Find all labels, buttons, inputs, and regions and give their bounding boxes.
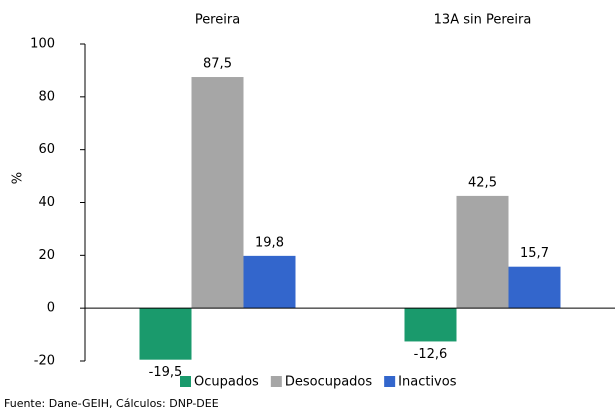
y-tick-label: -20 bbox=[34, 354, 55, 369]
bar bbox=[191, 77, 244, 309]
y-tick-label: 40 bbox=[38, 195, 55, 210]
y-tick-label: 80 bbox=[38, 89, 55, 104]
category-label: 13A sin Pereira bbox=[434, 13, 532, 28]
y-tick-label: 60 bbox=[38, 142, 55, 157]
data-label: -19,5 bbox=[149, 365, 183, 380]
y-axis-label: % bbox=[11, 172, 26, 184]
bar bbox=[456, 195, 509, 309]
y-tick-label: 20 bbox=[38, 248, 55, 263]
data-label: 87,5 bbox=[203, 57, 232, 72]
data-label: 42,5 bbox=[468, 175, 497, 190]
legend-label: Ocupados bbox=[194, 375, 259, 390]
legend-swatch bbox=[384, 376, 396, 387]
bar bbox=[508, 266, 561, 309]
bar bbox=[404, 308, 457, 342]
y-tick-label: 0 bbox=[47, 301, 55, 316]
y-tick-label: 100 bbox=[30, 37, 55, 52]
legend-label: Desocupados bbox=[285, 375, 373, 390]
bar bbox=[139, 308, 192, 360]
category-label: Pereira bbox=[195, 13, 240, 28]
legend-swatch bbox=[180, 376, 191, 387]
data-label: 19,8 bbox=[255, 235, 284, 250]
source: Fuente: Dane-GEIH, Cálculos: DNP-DEE bbox=[4, 397, 219, 410]
data-label: 15,7 bbox=[520, 246, 549, 261]
data-label: -12,6 bbox=[414, 347, 448, 362]
legend-swatch bbox=[270, 376, 282, 387]
legend-label: Inactivos bbox=[398, 375, 457, 390]
bar bbox=[243, 255, 296, 309]
